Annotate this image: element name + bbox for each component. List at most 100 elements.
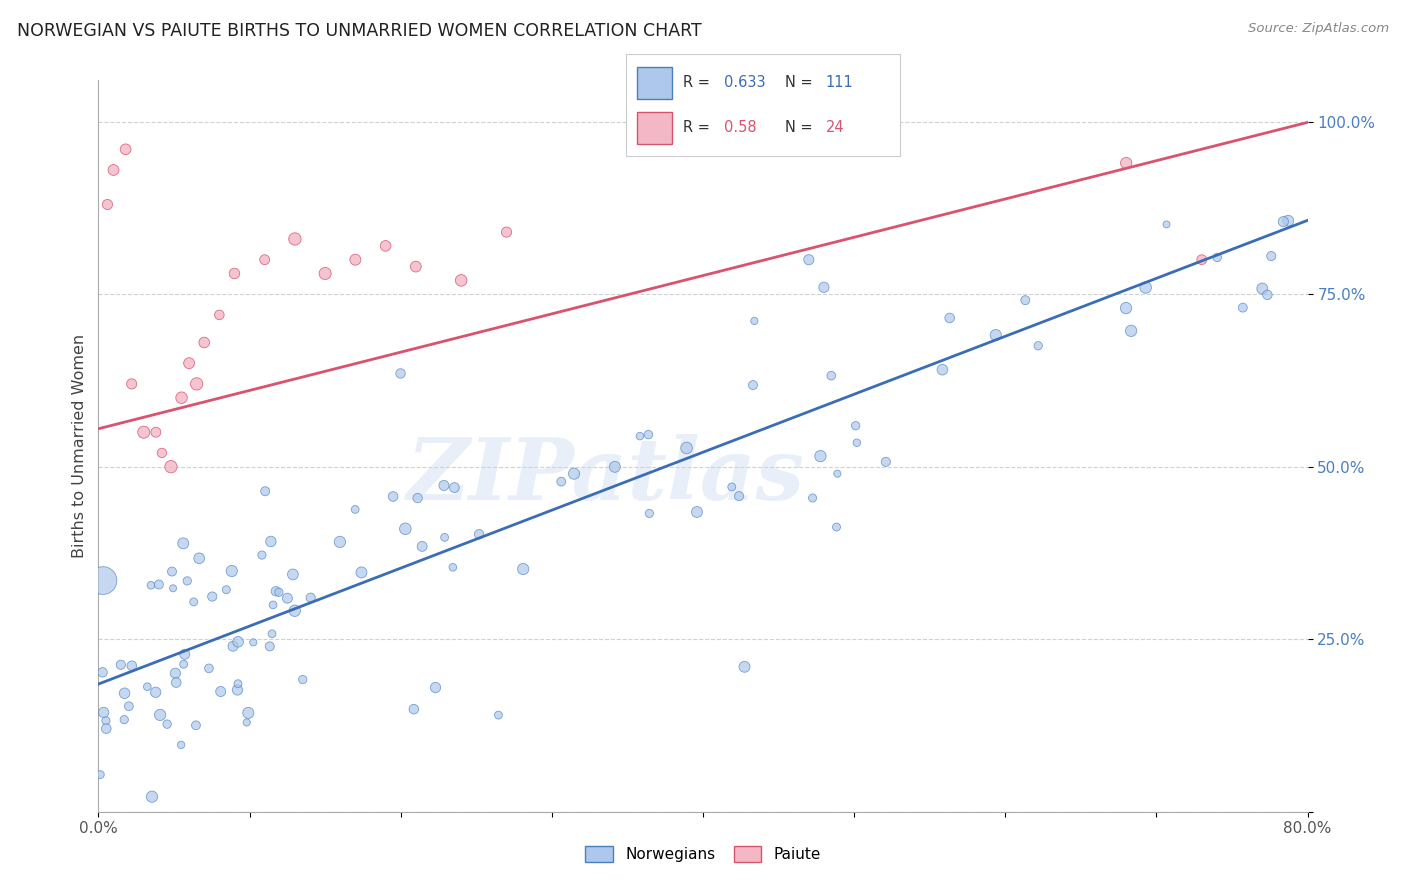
Point <box>1115 301 1137 315</box>
Point <box>406 491 429 505</box>
Point <box>603 459 626 474</box>
Point <box>96 722 118 736</box>
Point <box>179 356 201 370</box>
Point <box>172 536 194 550</box>
Text: N =: N = <box>785 120 817 135</box>
Point <box>827 467 849 481</box>
Text: ZIPatlas: ZIPatlas <box>408 434 806 517</box>
Point <box>1277 213 1299 227</box>
Point <box>253 252 276 267</box>
Point <box>638 507 661 521</box>
Point <box>224 267 246 281</box>
Point <box>845 418 868 433</box>
Point <box>222 639 245 653</box>
Point <box>221 564 243 578</box>
Point <box>183 595 205 609</box>
Point <box>114 686 136 700</box>
Point <box>226 683 249 698</box>
Point <box>291 673 314 687</box>
Point <box>193 335 215 350</box>
Point <box>1260 249 1282 263</box>
Point <box>176 574 198 588</box>
Point <box>441 560 464 574</box>
Text: 0.58: 0.58 <box>724 120 756 135</box>
Point <box>425 681 447 695</box>
Point <box>170 738 193 752</box>
Point <box>938 310 960 325</box>
Point <box>550 475 572 489</box>
Text: 0.633: 0.633 <box>724 75 766 90</box>
Point <box>433 530 456 544</box>
Point <box>984 328 1007 343</box>
Point <box>188 551 211 566</box>
Point <box>242 635 264 649</box>
Point <box>728 489 751 503</box>
Point <box>198 661 221 675</box>
Point <box>405 260 427 274</box>
Point <box>468 527 491 541</box>
Text: Source: ZipAtlas.com: Source: ZipAtlas.com <box>1249 22 1389 36</box>
Text: N =: N = <box>785 75 817 90</box>
Point <box>160 565 183 579</box>
Legend: Norwegians, Paiute: Norwegians, Paiute <box>578 838 828 870</box>
Point <box>820 368 842 383</box>
Point <box>486 708 509 723</box>
Point <box>628 429 651 443</box>
Point <box>162 582 184 596</box>
Point <box>267 585 290 599</box>
Point <box>742 378 765 392</box>
Point <box>637 427 659 442</box>
Point <box>262 598 284 612</box>
Point <box>145 685 167 699</box>
Bar <box>637 67 672 99</box>
Point <box>931 362 953 376</box>
Point <box>495 225 517 239</box>
Point <box>686 505 709 519</box>
Point <box>170 391 193 405</box>
Point <box>1191 252 1213 267</box>
Point <box>141 789 163 804</box>
Point <box>281 567 304 582</box>
Point <box>1272 214 1295 228</box>
Point <box>260 534 283 549</box>
Point <box>208 308 231 322</box>
Point <box>284 604 307 618</box>
Point <box>173 657 195 672</box>
Point <box>394 522 416 536</box>
Point <box>110 657 132 672</box>
Point <box>450 273 472 287</box>
Point <box>344 252 367 267</box>
Text: 111: 111 <box>825 75 853 90</box>
Point <box>825 520 848 534</box>
Point <box>284 232 307 246</box>
Point <box>801 491 824 505</box>
Text: R =: R = <box>683 120 714 135</box>
Point <box>121 376 143 391</box>
Point <box>150 446 173 460</box>
Point <box>744 314 766 328</box>
Point <box>813 280 835 294</box>
Point <box>1135 280 1157 294</box>
Point <box>148 577 170 591</box>
Point <box>1251 281 1274 295</box>
Point <box>112 713 135 727</box>
Point <box>91 665 114 680</box>
Point <box>389 367 412 381</box>
Point <box>1014 293 1036 308</box>
Point <box>165 666 187 681</box>
Point <box>562 467 585 481</box>
Text: R =: R = <box>683 75 714 90</box>
Point <box>121 658 143 673</box>
Point <box>845 435 868 450</box>
Point <box>810 449 832 463</box>
Point <box>254 484 277 499</box>
Point <box>443 481 465 495</box>
Point <box>250 548 273 562</box>
Point <box>1115 156 1137 170</box>
Point <box>259 640 281 654</box>
Point <box>226 635 249 649</box>
Point <box>675 441 697 455</box>
Point <box>350 566 373 580</box>
Point <box>512 562 534 576</box>
Point <box>1156 218 1178 232</box>
